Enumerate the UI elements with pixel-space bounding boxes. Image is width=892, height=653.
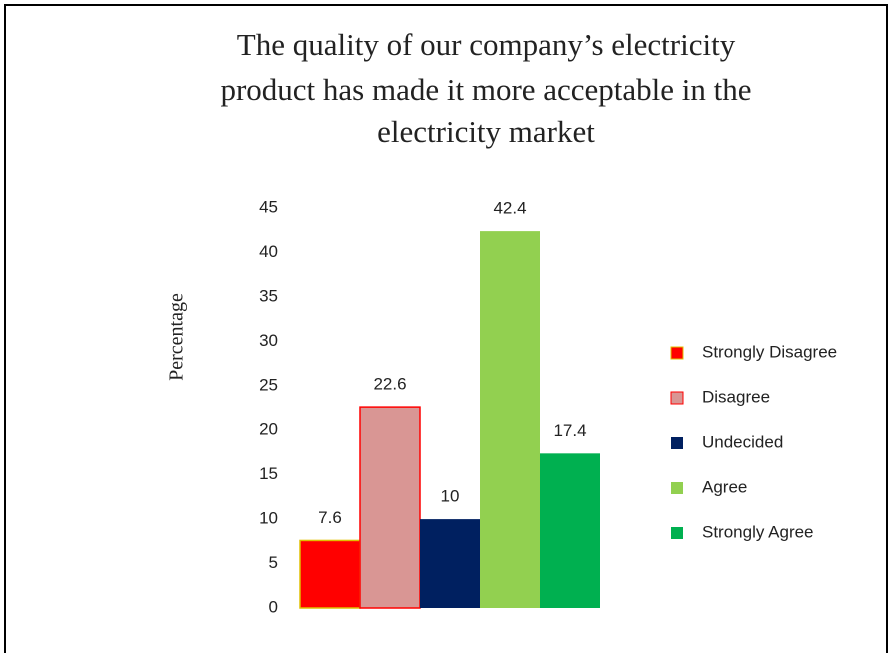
data-label: 17.4 <box>553 421 586 440</box>
legend-label: Strongly Agree <box>702 522 814 541</box>
chart-title: electricity market <box>377 114 595 149</box>
legend-swatch <box>671 527 683 539</box>
data-label: 22.6 <box>373 375 406 394</box>
y-tick-label: 5 <box>269 553 278 572</box>
data-label: 42.4 <box>493 199 526 218</box>
legend-swatch <box>671 437 683 449</box>
legend-swatch <box>670 346 684 360</box>
legend-swatch <box>671 482 683 494</box>
y-tick-label: 30 <box>259 331 278 350</box>
bar <box>299 539 361 609</box>
y-tick-label: 0 <box>269 597 278 616</box>
y-tick-label: 10 <box>259 509 278 528</box>
legend-label: Agree <box>702 477 747 496</box>
y-tick-label: 15 <box>259 464 278 483</box>
legend-label: Disagree <box>702 387 770 406</box>
chart-title: The quality of our company’s electricity <box>237 27 736 62</box>
bar <box>540 453 600 608</box>
y-tick-label: 20 <box>259 420 278 439</box>
y-tick-label: 45 <box>259 197 278 216</box>
y-tick-label: 25 <box>259 375 278 394</box>
y-tick-label: 40 <box>259 242 278 261</box>
bar <box>480 231 540 608</box>
bar <box>420 519 480 608</box>
data-label: 7.6 <box>318 508 342 527</box>
bar <box>359 406 421 609</box>
chart-title: product has made it more acceptable in t… <box>220 72 751 107</box>
legend-swatch <box>670 391 684 405</box>
legend-label: Strongly Disagree <box>702 342 837 361</box>
y-axis-label: Percentage <box>166 293 188 381</box>
y-tick-label: 35 <box>259 286 278 305</box>
data-label: 10 <box>441 487 460 506</box>
legend-label: Undecided <box>702 432 783 451</box>
